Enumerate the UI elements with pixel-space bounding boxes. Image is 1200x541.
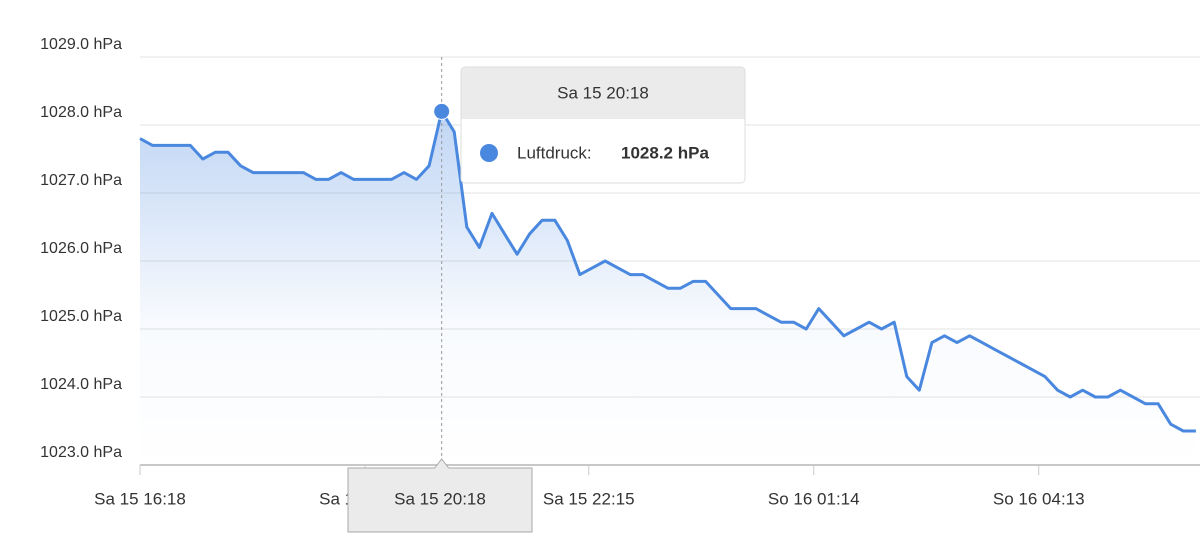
crosshair-label-box (347, 458, 533, 533)
tooltip-header-bg (461, 67, 745, 119)
x-tick-label: Sa 15 22:15 (543, 489, 635, 508)
x-tick-label: Sa 15 16:18 (94, 489, 186, 508)
y-tick-label: 1026.0 hPa (40, 240, 122, 257)
hover-marker (433, 102, 451, 120)
x-tick-label: So 16 01:14 (768, 489, 860, 508)
line (139, 109, 1196, 433)
x-tick-label: So 16 04:13 (993, 489, 1085, 508)
tooltip-label: Luftdruck: (517, 143, 592, 162)
y-tick-label: 1024.0 hPa (40, 376, 122, 393)
y-tick-label: 1025.0 hPa (40, 308, 122, 325)
y-tick-label: 1029.0 hPa (40, 36, 122, 53)
y-tick-label: 1027.0 hPa (40, 172, 122, 189)
tooltip-header: Sa 15 20:18 (557, 83, 649, 102)
tooltip-swatch (480, 144, 498, 162)
y-tick-label: 1023.0 hPa (40, 444, 122, 461)
crosshair-label: Sa 15 20:18 (394, 489, 486, 508)
y-tick-label: 1028.0 hPa (40, 104, 122, 121)
tooltip-value: 1028.2 hPa (621, 143, 709, 162)
